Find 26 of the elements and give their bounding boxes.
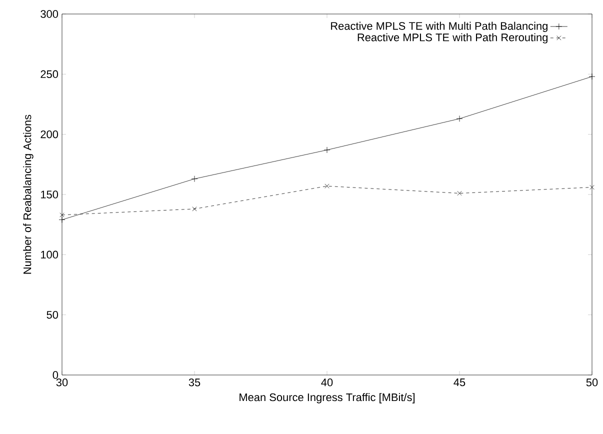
y-tick-label: 150: [41, 190, 58, 198]
point: [588, 73, 596, 80]
x-tick-label: 50: [586, 378, 598, 386]
point: [456, 115, 463, 122]
y-tick-label: 50: [46, 310, 58, 319]
point: [192, 206, 197, 212]
y-tick-label: 250: [40, 70, 58, 78]
x-tick-label: 30: [56, 378, 68, 386]
point: [457, 190, 462, 196]
point: [58, 216, 66, 223]
y-axis-title: Number of Reabalancing Actions: [23, 114, 34, 274]
x-tick-label: 35: [188, 378, 200, 386]
x-tick-label: 45: [454, 378, 466, 386]
y-tick-label: 200: [40, 130, 58, 138]
point: [590, 184, 594, 190]
legend-label: Reactive MPLS TE with Path Rerouting: [358, 33, 548, 44]
x-axis-title: Mean Source Ingress Traffic [MBit/s]: [240, 393, 415, 404]
y-tick-label: 0: [52, 371, 58, 379]
y-tick-label: 100: [41, 250, 58, 259]
point: [191, 176, 198, 182]
x-tick-label: 40: [321, 378, 333, 386]
point: [324, 146, 330, 154]
point: [60, 212, 64, 218]
point: [324, 184, 330, 188]
y-tick-label: 300: [40, 10, 58, 18]
legend-label: Reactive MPLS TE with Multi Path Balancing: [331, 22, 548, 32]
